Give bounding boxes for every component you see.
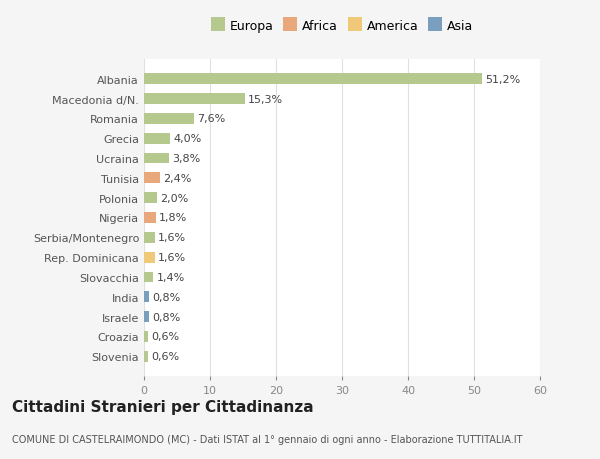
Bar [144,232,155,243]
Bar [144,331,148,342]
Bar [144,213,156,224]
Text: 0,8%: 0,8% [152,292,181,302]
Bar [144,312,149,322]
Text: 0,6%: 0,6% [151,332,179,342]
Bar [144,153,169,164]
Text: 1,6%: 1,6% [158,233,186,243]
Bar [144,134,170,144]
Bar [144,351,148,362]
Text: 0,8%: 0,8% [152,312,181,322]
Text: 4,0%: 4,0% [174,134,202,144]
Bar [144,272,153,283]
Bar [144,173,160,184]
Bar [144,252,155,263]
Legend: Europa, Africa, America, Asia: Europa, Africa, America, Asia [206,15,478,38]
Bar [144,74,482,85]
Text: COMUNE DI CASTELRAIMONDO (MC) - Dati ISTAT al 1° gennaio di ogni anno - Elaboraz: COMUNE DI CASTELRAIMONDO (MC) - Dati IST… [12,434,523,444]
Text: Cittadini Stranieri per Cittadinanza: Cittadini Stranieri per Cittadinanza [12,399,314,414]
Text: 2,0%: 2,0% [161,193,189,203]
Bar [144,193,157,204]
Text: 0,6%: 0,6% [151,352,179,362]
Text: 15,3%: 15,3% [248,94,283,104]
Bar [144,292,149,302]
Text: 7,6%: 7,6% [197,114,226,124]
Bar [144,114,194,124]
Text: 1,4%: 1,4% [157,272,185,282]
Text: 2,4%: 2,4% [163,174,191,184]
Text: 3,8%: 3,8% [172,154,200,164]
Bar [144,94,245,105]
Text: 1,8%: 1,8% [159,213,187,223]
Text: 1,6%: 1,6% [158,252,186,263]
Text: 51,2%: 51,2% [485,74,520,84]
